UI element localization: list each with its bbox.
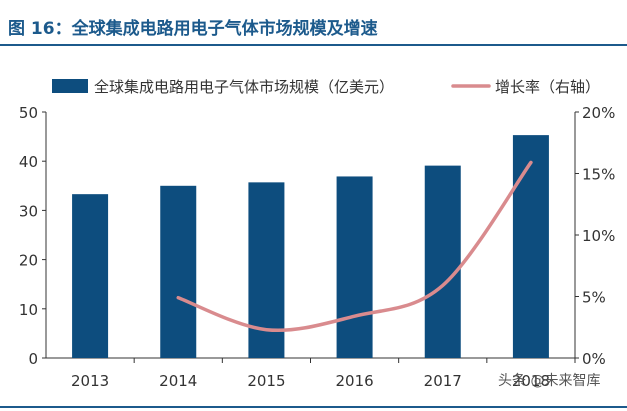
bar-2016	[336, 176, 373, 358]
right-tick-label: 20%	[582, 104, 615, 122]
legend-bar-label: 全球集成电路用电子气体市场规模（亿美元）	[94, 78, 394, 96]
x-tick-label: 2016	[335, 372, 373, 390]
legend-line-label: 增长率（右轴）	[495, 78, 600, 96]
bottom-divider	[0, 406, 627, 408]
right-tick-label: 10%	[582, 227, 615, 245]
left-tick-label: 20	[19, 252, 38, 270]
right-tick-label: 15%	[582, 166, 615, 184]
x-tick-label: 2018	[512, 372, 550, 390]
growth-rate-line	[176, 160, 533, 333]
x-tick-label: 2014	[159, 372, 197, 390]
left-tick-label: 0	[28, 350, 38, 368]
right-tick-label: 0%	[582, 350, 606, 368]
left-tick-label: 50	[19, 104, 38, 122]
x-tick-label: 2017	[424, 372, 462, 390]
x-tick-label: 2015	[247, 372, 285, 390]
bar-2017	[424, 165, 461, 358]
watermark: 头条 @未来智库	[498, 373, 601, 389]
chart-title: 图 16：全球集成电路用电子气体市场规模及增速	[8, 19, 378, 39]
right-tick-label: 5%	[582, 289, 606, 307]
title-divider	[0, 44, 627, 46]
legend-bar-swatch	[52, 79, 88, 93]
left-tick-label: 30	[19, 202, 38, 220]
bar-2013	[72, 194, 109, 358]
bar-2014	[160, 185, 197, 358]
bar-2018	[512, 135, 549, 358]
x-tick-label: 2013	[71, 372, 109, 390]
left-tick-label: 40	[19, 153, 38, 171]
left-tick-label: 10	[19, 301, 38, 319]
